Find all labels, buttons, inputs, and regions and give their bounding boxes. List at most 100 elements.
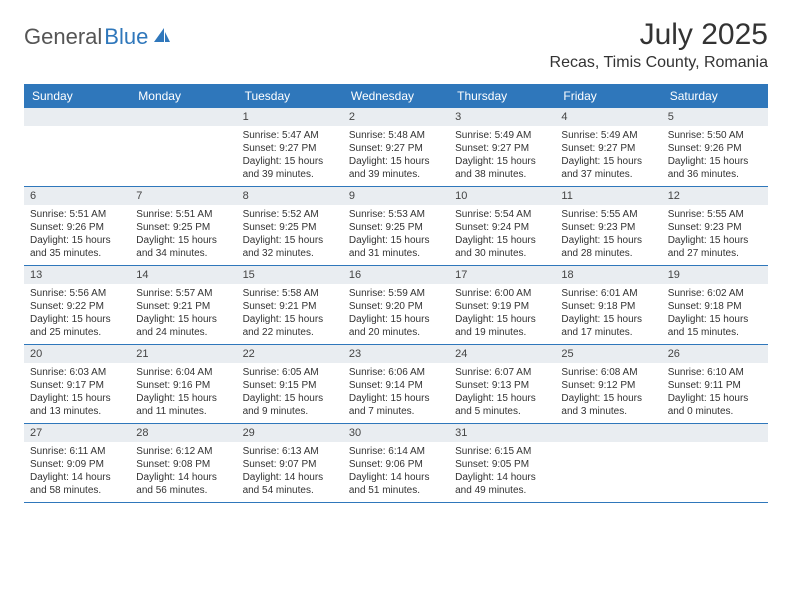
day-number: 28	[130, 424, 236, 442]
day-number: 19	[662, 266, 768, 284]
day-number: 25	[555, 345, 661, 363]
calendar-week: 13Sunrise: 5:56 AMSunset: 9:22 PMDayligh…	[24, 266, 768, 345]
calendar-day: 18Sunrise: 6:01 AMSunset: 9:18 PMDayligh…	[555, 266, 661, 344]
day-details: Sunrise: 6:08 AMSunset: 9:12 PMDaylight:…	[555, 363, 661, 423]
day-details: Sunrise: 5:58 AMSunset: 9:21 PMDaylight:…	[237, 284, 343, 344]
logo-text-blue: Blue	[104, 24, 148, 50]
day-number: 30	[343, 424, 449, 442]
calendar-day: 4Sunrise: 5:49 AMSunset: 9:27 PMDaylight…	[555, 108, 661, 186]
day-number: 13	[24, 266, 130, 284]
day-details: Sunrise: 6:05 AMSunset: 9:15 PMDaylight:…	[237, 363, 343, 423]
calendar-day: 22Sunrise: 6:05 AMSunset: 9:15 PMDayligh…	[237, 345, 343, 423]
day-number: 18	[555, 266, 661, 284]
calendar-day-header: Sunday Monday Tuesday Wednesday Thursday…	[24, 84, 768, 108]
day-details: Sunrise: 5:56 AMSunset: 9:22 PMDaylight:…	[24, 284, 130, 344]
day-details: Sunrise: 5:53 AMSunset: 9:25 PMDaylight:…	[343, 205, 449, 265]
day-details: Sunrise: 5:55 AMSunset: 9:23 PMDaylight:…	[555, 205, 661, 265]
day-number: 14	[130, 266, 236, 284]
day-details: Sunrise: 6:06 AMSunset: 9:14 PMDaylight:…	[343, 363, 449, 423]
location-text: Recas, Timis County, Romania	[550, 54, 768, 72]
calendar-day: 16Sunrise: 5:59 AMSunset: 9:20 PMDayligh…	[343, 266, 449, 344]
col-thursday: Thursday	[449, 84, 555, 108]
day-number: 2	[343, 108, 449, 126]
calendar-day: 9Sunrise: 5:53 AMSunset: 9:25 PMDaylight…	[343, 187, 449, 265]
day-details: Sunrise: 5:55 AMSunset: 9:23 PMDaylight:…	[662, 205, 768, 265]
day-number: 24	[449, 345, 555, 363]
day-number: 26	[662, 345, 768, 363]
calendar-day: 20Sunrise: 6:03 AMSunset: 9:17 PMDayligh…	[24, 345, 130, 423]
day-number: 1	[237, 108, 343, 126]
calendar-day: 17Sunrise: 6:00 AMSunset: 9:19 PMDayligh…	[449, 266, 555, 344]
day-number: 8	[237, 187, 343, 205]
day-details: Sunrise: 5:52 AMSunset: 9:25 PMDaylight:…	[237, 205, 343, 265]
day-details: Sunrise: 6:00 AMSunset: 9:19 PMDaylight:…	[449, 284, 555, 344]
calendar-day: 5Sunrise: 5:50 AMSunset: 9:26 PMDaylight…	[662, 108, 768, 186]
calendar-day: 13Sunrise: 5:56 AMSunset: 9:22 PMDayligh…	[24, 266, 130, 344]
calendar-day: 10Sunrise: 5:54 AMSunset: 9:24 PMDayligh…	[449, 187, 555, 265]
day-details: Sunrise: 6:01 AMSunset: 9:18 PMDaylight:…	[555, 284, 661, 344]
calendar-week: 6Sunrise: 5:51 AMSunset: 9:26 PMDaylight…	[24, 187, 768, 266]
day-number	[662, 424, 768, 442]
day-details: Sunrise: 5:47 AMSunset: 9:27 PMDaylight:…	[237, 126, 343, 186]
col-wednesday: Wednesday	[343, 84, 449, 108]
day-details: Sunrise: 6:07 AMSunset: 9:13 PMDaylight:…	[449, 363, 555, 423]
day-number	[24, 108, 130, 126]
calendar-day	[555, 424, 661, 502]
col-friday: Friday	[555, 84, 661, 108]
calendar-week: 1Sunrise: 5:47 AMSunset: 9:27 PMDaylight…	[24, 108, 768, 187]
day-details: Sunrise: 6:15 AMSunset: 9:05 PMDaylight:…	[449, 442, 555, 502]
day-number: 21	[130, 345, 236, 363]
day-number: 3	[449, 108, 555, 126]
day-details: Sunrise: 5:54 AMSunset: 9:24 PMDaylight:…	[449, 205, 555, 265]
day-number: 16	[343, 266, 449, 284]
day-number: 12	[662, 187, 768, 205]
day-number: 31	[449, 424, 555, 442]
day-number: 20	[24, 345, 130, 363]
day-details: Sunrise: 6:14 AMSunset: 9:06 PMDaylight:…	[343, 442, 449, 502]
calendar-day: 1Sunrise: 5:47 AMSunset: 9:27 PMDaylight…	[237, 108, 343, 186]
calendar-day: 7Sunrise: 5:51 AMSunset: 9:25 PMDaylight…	[130, 187, 236, 265]
calendar-day: 25Sunrise: 6:08 AMSunset: 9:12 PMDayligh…	[555, 345, 661, 423]
day-details: Sunrise: 5:51 AMSunset: 9:26 PMDaylight:…	[24, 205, 130, 265]
day-number: 17	[449, 266, 555, 284]
day-number: 4	[555, 108, 661, 126]
header: GeneralBlue July 2025 Recas, Timis Count…	[24, 18, 768, 72]
day-number: 10	[449, 187, 555, 205]
calendar-day: 24Sunrise: 6:07 AMSunset: 9:13 PMDayligh…	[449, 345, 555, 423]
calendar-day: 15Sunrise: 5:58 AMSunset: 9:21 PMDayligh…	[237, 266, 343, 344]
day-details: Sunrise: 6:04 AMSunset: 9:16 PMDaylight:…	[130, 363, 236, 423]
day-number	[130, 108, 236, 126]
calendar-day: 23Sunrise: 6:06 AMSunset: 9:14 PMDayligh…	[343, 345, 449, 423]
day-number: 27	[24, 424, 130, 442]
day-details	[24, 126, 130, 180]
col-monday: Monday	[130, 84, 236, 108]
calendar-day: 3Sunrise: 5:49 AMSunset: 9:27 PMDaylight…	[449, 108, 555, 186]
day-number: 15	[237, 266, 343, 284]
day-details: Sunrise: 5:59 AMSunset: 9:20 PMDaylight:…	[343, 284, 449, 344]
title-block: July 2025 Recas, Timis County, Romania	[550, 18, 768, 72]
day-number: 23	[343, 345, 449, 363]
calendar-day: 21Sunrise: 6:04 AMSunset: 9:16 PMDayligh…	[130, 345, 236, 423]
day-details: Sunrise: 6:10 AMSunset: 9:11 PMDaylight:…	[662, 363, 768, 423]
day-number: 9	[343, 187, 449, 205]
day-details: Sunrise: 6:11 AMSunset: 9:09 PMDaylight:…	[24, 442, 130, 502]
calendar-day: 14Sunrise: 5:57 AMSunset: 9:21 PMDayligh…	[130, 266, 236, 344]
calendar-day: 19Sunrise: 6:02 AMSunset: 9:18 PMDayligh…	[662, 266, 768, 344]
logo-sail-icon	[152, 26, 172, 49]
day-number: 22	[237, 345, 343, 363]
day-details: Sunrise: 6:03 AMSunset: 9:17 PMDaylight:…	[24, 363, 130, 423]
day-details: Sunrise: 5:49 AMSunset: 9:27 PMDaylight:…	[449, 126, 555, 186]
day-number: 11	[555, 187, 661, 205]
calendar-day	[662, 424, 768, 502]
day-number	[555, 424, 661, 442]
calendar-day: 6Sunrise: 5:51 AMSunset: 9:26 PMDaylight…	[24, 187, 130, 265]
calendar-day: 2Sunrise: 5:48 AMSunset: 9:27 PMDaylight…	[343, 108, 449, 186]
calendar-day: 12Sunrise: 5:55 AMSunset: 9:23 PMDayligh…	[662, 187, 768, 265]
calendar-day	[130, 108, 236, 186]
day-details	[662, 442, 768, 496]
calendar-body: 1Sunrise: 5:47 AMSunset: 9:27 PMDaylight…	[24, 108, 768, 503]
day-details	[555, 442, 661, 496]
logo-text-general: General	[24, 24, 102, 50]
day-details: Sunrise: 5:51 AMSunset: 9:25 PMDaylight:…	[130, 205, 236, 265]
calendar-day: 30Sunrise: 6:14 AMSunset: 9:06 PMDayligh…	[343, 424, 449, 502]
